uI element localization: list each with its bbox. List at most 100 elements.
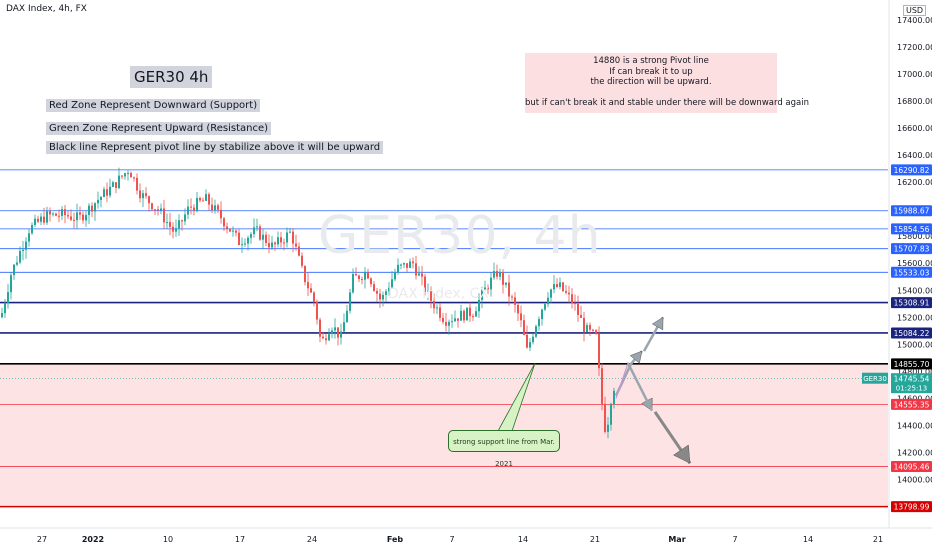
candle-body [295, 243, 297, 247]
candle-body [268, 243, 270, 248]
candle-body [253, 227, 255, 235]
candle-body [505, 282, 507, 285]
candle-body [22, 249, 24, 252]
price-label-0: 16290.82 [894, 166, 930, 175]
candle-body [220, 209, 222, 219]
candle-body [376, 290, 378, 294]
candle-body [559, 282, 561, 288]
price-label-bg-1 [891, 205, 932, 217]
candle-body [181, 220, 183, 222]
candle-body [274, 242, 276, 245]
candle-body [247, 237, 249, 244]
candle-body [607, 424, 609, 432]
x-tick-label-8: 21 [590, 535, 600, 544]
countdown-label: 01:25:13 [896, 385, 927, 393]
pivot-note-line-2: If can break it to up [609, 66, 693, 77]
y-tick-label-6: 15200.00 [897, 313, 932, 322]
candle-body [364, 272, 366, 280]
x-tick-label-6: 7 [449, 535, 454, 544]
candle-body [280, 237, 282, 243]
candle-body [454, 318, 456, 322]
candle-body [595, 330, 597, 334]
candle-body [91, 205, 93, 212]
candle-body [565, 291, 567, 293]
candle-body [289, 231, 291, 233]
candle-body [130, 173, 132, 178]
candle-body [541, 309, 543, 320]
candle-body [28, 233, 30, 242]
y-tick-label-9: 15800.00 [897, 232, 932, 241]
candle-body [466, 307, 468, 321]
x-tick-label-12: 21 [873, 535, 883, 544]
zones-layer [0, 363, 888, 507]
candle-body [79, 212, 81, 215]
candle-body [271, 242, 273, 248]
candle-body [424, 276, 426, 292]
candle-body [382, 294, 384, 300]
candle-body [421, 273, 423, 277]
candle-body [355, 274, 357, 276]
candle-body [100, 197, 102, 200]
candle-body [379, 293, 381, 300]
candle-body [151, 203, 153, 210]
price-label-6: 15084.22 [894, 329, 930, 338]
current-price-label: 14745.54 [894, 375, 930, 384]
candle-body [193, 207, 195, 211]
candle-body [61, 209, 63, 216]
projection-path-3 [626, 362, 654, 412]
candle-body [574, 303, 576, 305]
candle-body [163, 208, 165, 223]
candle-body [4, 303, 6, 314]
candle-body [139, 190, 141, 199]
candles-layer [1, 167, 615, 439]
candle-body [535, 326, 537, 337]
candle-body [106, 189, 108, 196]
candle-body [76, 212, 78, 221]
candle-body [346, 310, 348, 323]
candle-body [244, 243, 246, 245]
candle-body [31, 224, 33, 234]
candle-body [169, 222, 171, 227]
currency-badge[interactable]: USD [903, 5, 927, 16]
x-tick-label-5: Feb [387, 535, 404, 544]
candle-body [460, 310, 462, 321]
ger30-label-box: GER30 4h [130, 66, 213, 88]
projection-arrowhead-4 [673, 444, 691, 464]
candle-body [598, 333, 600, 369]
price-label-bg-0 [891, 164, 932, 176]
y-tick-label-16: 17200.00 [897, 43, 932, 52]
candle-body [40, 216, 42, 222]
candle-body [142, 193, 144, 199]
price-label-4: 15533.03 [894, 268, 930, 277]
price-label-bg-3 [891, 243, 932, 255]
candle-body [118, 175, 120, 189]
candle-body [58, 215, 60, 217]
candle-body [511, 296, 513, 298]
candle-body [145, 193, 147, 197]
y-tick-label-8: 15600.00 [897, 259, 932, 268]
x-tick-label-4: 24 [307, 535, 317, 544]
price-label-5: 15308.91 [894, 299, 930, 308]
candle-body [160, 208, 162, 211]
candle-body [613, 390, 615, 405]
red-support-zone [0, 363, 888, 507]
candle-body [304, 265, 306, 283]
candle-body [148, 196, 150, 204]
candle-body [184, 214, 186, 222]
candle-body [343, 322, 345, 332]
candle-body [34, 218, 36, 225]
candle-body [436, 307, 438, 309]
y-tick-label-11: 16200.00 [897, 178, 932, 187]
candle-body [370, 278, 372, 285]
symbol-title[interactable]: DAX Index, 4h, FX [6, 4, 87, 14]
candle-body [334, 327, 336, 331]
candle-body [469, 307, 471, 317]
price-label-bg-5 [891, 297, 932, 309]
x-tick-label-0: 27 [37, 535, 47, 544]
candle-body [307, 282, 309, 289]
candle-body [166, 222, 168, 224]
candle-body [16, 262, 18, 265]
y-tick-label-14: 16800.00 [897, 97, 932, 106]
candle-body [331, 330, 333, 335]
